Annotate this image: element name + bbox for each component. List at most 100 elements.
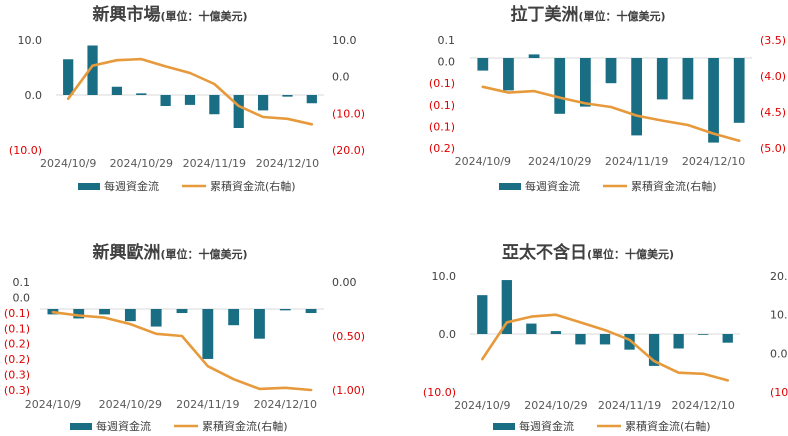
bar-weekly-flow [305,309,317,314]
bar-weekly-flow [233,95,244,128]
bar-weekly-flow [477,295,488,334]
line-cumulative-flow [51,310,313,392]
chart-title-text: 新興歐洲 [92,242,160,263]
y-tick-left: (0.1) [429,99,455,112]
bar-weekly-flow [111,86,123,95]
y-tick-right: (3.5) [760,34,786,47]
bar-weekly-flow [575,334,586,345]
y-tick-right: 20.0 [770,270,788,283]
bar-weekly-flow [176,309,188,314]
y-tick-left: (0.1) [4,322,30,335]
bar-weekly-flow [209,95,220,115]
chart-subtitle-text: (單位：十億美元) [160,247,247,261]
y-tick-left: (0.1) [4,307,30,320]
y-tick-left: (0.2) [4,338,30,351]
chart-panel-1: 新興市場(單位：十億美元) 10.0 0.0 (10.0) 10.0 0.0 (10.0) (… [9,4,365,193]
bar-weekly-flow [648,334,660,366]
y-tick-right: (4.5) [760,106,786,119]
y-tick-left: (10.0) [423,386,456,399]
y-tick-right: 10.0 [770,309,788,322]
bar-weekly-flow [554,58,566,114]
bar-weekly-flow [579,58,591,107]
chart-title-text: 亞太不含日 [502,242,587,263]
bar-weekly-flow [257,95,269,111]
x-tick-label: 2024/11/19 [605,155,668,168]
x-tick-label: 2024/10/29 [524,399,587,412]
y-tick-left: 10.0 [18,34,43,47]
y-tick-left: (0.2) [429,142,455,155]
line-cumulative-flow [66,57,314,126]
chart-subtitle-text: (單位：十億美元) [578,9,665,23]
legend-label-line: 累積資金流(右軸) [210,179,296,193]
bar-weekly-flow [282,95,293,97]
bar-weekly-flow [605,58,617,84]
y-tick-left: (10.0) [9,144,42,157]
chart-panel-4: 亞太不含日(單位：十億美元) 10.0 0.0 (10.0) 20.0 10.0 0.0 (1… [423,242,788,433]
y-tick-right: 0.00 [332,276,357,289]
bar-weekly-flow [99,309,110,315]
bar-weekly-flow [722,334,733,343]
x-tick-label: 2024/10/29 [99,398,162,411]
x-tick-label: 2024/10/29 [528,155,591,168]
y-tick-left: 0.1 [13,276,31,289]
bar-weekly-flow [87,45,98,95]
y-tick-right: 10.0 [332,34,357,47]
y-tick-right: (10.0) [332,107,365,120]
legend-swatch-bar [78,183,100,190]
y-tick-right: 0.0 [770,347,788,360]
bar-weekly-flow [279,309,291,311]
bar-weekly-flow [184,95,196,105]
legend-swatch-bar [493,423,515,430]
bar-weekly-flow [528,54,540,58]
legend: 每週資金流 累積資金流(右軸) [499,179,717,193]
y-tick-left: 0.0 [13,291,31,304]
legend-label-bar: 每週資金流 [525,179,580,193]
bar-weekly-flow [501,280,512,334]
bar-weekly-flow [136,93,147,95]
chart-subtitle-text: (單位：十億美元) [160,9,247,23]
y-tick-left: (0.3) [4,384,30,397]
bar-weekly-flow [526,323,537,334]
x-tick-label: 2024/12/10 [256,157,319,170]
x-tick-label: 2024/12/10 [671,399,734,412]
y-tick-left: 10.0 [432,270,457,283]
y-tick-right: (1.00) [332,384,365,397]
y-tick-left: (0.1) [429,120,455,133]
legend-label-line: 累積資金流(右軸) [631,179,717,193]
y-tick-left: (0.2) [4,353,30,366]
y-tick-left: (0.3) [4,369,30,382]
bar-weekly-flow [160,95,171,106]
y-tick-right: (5.0) [760,142,786,155]
x-tick-label: 2024/10/9 [40,157,96,170]
bar-weekly-flow [599,334,611,345]
line-cumulative-flow [481,85,741,143]
bar-weekly-flow [631,58,643,136]
y-tick-right: (4.0) [760,70,786,83]
chart-panel-2: 拉丁美洲(單位：十億美元) 0.1 0.0 (0.1) (0.1) (0.1) (0.2) (… [429,4,786,193]
chart-panel-3: 新興歐洲(單位：十億美元) 0.1 0.0 (0.1) (0.1) (0.2) (0.2) (… [4,242,365,433]
x-tick-label: 2024/11/19 [176,398,239,411]
bar-weekly-flow [150,309,162,327]
y-tick-right: 0.0 [332,71,350,84]
bar-weekly-flow [228,309,240,326]
x-tick-label: 2024/10/29 [110,157,173,170]
chart-title: 新興歐洲(單位：十億美元) [92,242,247,263]
chart-title-text: 拉丁美洲 [510,4,578,25]
bar-weekly-flow [254,309,265,339]
chart-subtitle-text: (單位：十億美元) [587,247,674,261]
chart-title: 拉丁美洲(單位：十億美元) [510,4,665,25]
x-tick-label: 2024/12/10 [254,398,317,411]
legend: 每週資金流 累積資金流(右軸) [78,179,296,193]
x-tick-label: 2024/10/9 [455,155,511,168]
chart-title: 新興市場(單位：十億美元) [92,4,247,25]
bar-weekly-flow [624,334,635,350]
legend-label-line: 累積資金流(右軸) [202,419,288,433]
bar-weekly-flow [682,58,694,100]
bar-weekly-flow [73,309,85,319]
legend-label-bar: 每週資金流 [104,179,159,193]
bar-weekly-flow [698,334,709,335]
legend-label-bar: 每週資金流 [96,419,151,433]
bar-weekly-flow [124,309,136,322]
y-tick-left: 0.0 [438,56,456,69]
x-tick-label: 2024/12/10 [682,155,745,168]
